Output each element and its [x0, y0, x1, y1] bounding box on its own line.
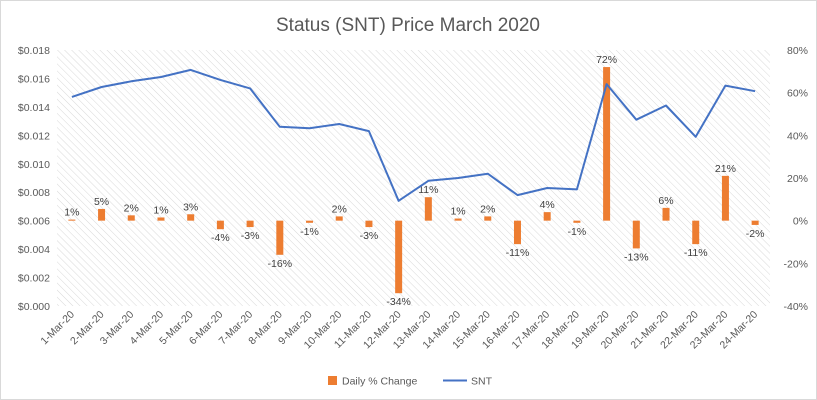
bar-data-label: -3% [360, 230, 379, 242]
bar-data-label: 2% [332, 203, 347, 215]
legend-swatch-daily-change [328, 376, 337, 385]
bar-data-label: 5% [94, 196, 109, 208]
left-tick-label: $0.004 [18, 244, 50, 256]
snt-price-line [71, 68, 756, 202]
bar-daily-change [127, 215, 135, 221]
bar-daily-change [543, 212, 551, 221]
bar-daily-change [68, 219, 76, 221]
bar-daily-change [454, 218, 462, 221]
bar-daily-change [187, 214, 195, 221]
bar-daily-change [157, 217, 165, 221]
bar-daily-change [335, 216, 343, 221]
bar-data-label: 2% [480, 203, 495, 215]
bar-data-label: 1% [64, 207, 79, 219]
left-tick-label: $0.000 [18, 301, 50, 313]
bar-daily-change [365, 220, 373, 228]
left-tick-label: $0.012 [18, 130, 50, 142]
bar-daily-change [632, 220, 640, 249]
bar-daily-change [484, 216, 492, 221]
bar-daily-change [276, 220, 284, 255]
bar-data-label: -11% [506, 247, 530, 259]
bar-data-label: 1% [450, 206, 465, 218]
left-tick-label: $0.002 [18, 273, 50, 285]
bar-data-label: -1% [568, 226, 587, 238]
bar-daily-change [751, 220, 759, 225]
left-axis: $0.000 $0.002 $0.004 $0.006 $0.008 $0.010 $0.0… [18, 45, 50, 313]
chart-title: Status (SNT) Price March 2020 [276, 15, 540, 36]
bar-data-label: 3% [183, 201, 198, 213]
bar-data-label: -4% [211, 232, 230, 244]
bar-data-label: 1% [153, 204, 168, 216]
bar-data-label: -3% [241, 230, 260, 242]
bar-daily-change [306, 220, 314, 223]
right-tick-label: 0% [793, 216, 808, 228]
right-tick-label: 40% [787, 130, 808, 142]
bar-daily-change [216, 220, 224, 230]
bar-data-label: -34% [386, 296, 411, 308]
bar-data-label: -13% [624, 251, 649, 263]
bar-data-label: 2% [124, 202, 139, 214]
right-axis: -40% -20% 0% 20% 40% 60% 80% [783, 45, 808, 313]
left-tick-label: $0.010 [18, 159, 50, 171]
bar-daily-change [662, 207, 670, 221]
bar-data-label: 11% [418, 184, 438, 196]
bar-data-label: -16% [268, 258, 293, 270]
left-tick-label: $0.008 [18, 187, 50, 199]
legend-label-daily-change: Daily % Change [342, 376, 417, 388]
legend-label-snt: SNT [471, 376, 493, 388]
right-tick-label: 60% [787, 88, 808, 100]
right-tick-label: 20% [787, 173, 808, 185]
bar-daily-change [513, 220, 521, 245]
left-tick-label: $0.014 [18, 102, 50, 114]
bar-data-label: -2% [746, 228, 765, 240]
bar-daily-change [721, 175, 729, 221]
left-tick-label: $0.016 [18, 73, 50, 85]
bar-daily-change [692, 220, 700, 245]
line-series [71, 68, 756, 202]
bar-data-label: 21% [715, 163, 736, 175]
bar-daily-change [424, 197, 432, 221]
bar-data-labels: 1% 5% 2% 1% 3% -4% -3% -16% -1% 2% -3% -34% 11% 1% 2% -… [64, 54, 764, 308]
right-tick-label: -40% [783, 301, 808, 313]
legend: Daily % Change SNT [328, 376, 493, 388]
bar-daily-change [573, 220, 581, 223]
bar-data-label: -1% [300, 226, 319, 238]
left-tick-label: $0.018 [18, 45, 50, 57]
bar-daily-change [246, 220, 254, 228]
right-tick-label: -20% [783, 258, 808, 270]
plot-area [57, 50, 770, 306]
bar-daily-change [603, 67, 611, 221]
bar-data-label: 6% [658, 195, 673, 207]
left-tick-label: $0.006 [18, 216, 50, 228]
bar-data-label: -11% [684, 247, 708, 259]
bar-data-label: 72% [596, 54, 617, 66]
right-tick-label: 80% [787, 45, 808, 57]
bar-daily-change [395, 220, 403, 294]
bar-daily-change [98, 208, 106, 221]
bar-series [68, 67, 759, 294]
bar-data-label: 4% [540, 199, 555, 211]
